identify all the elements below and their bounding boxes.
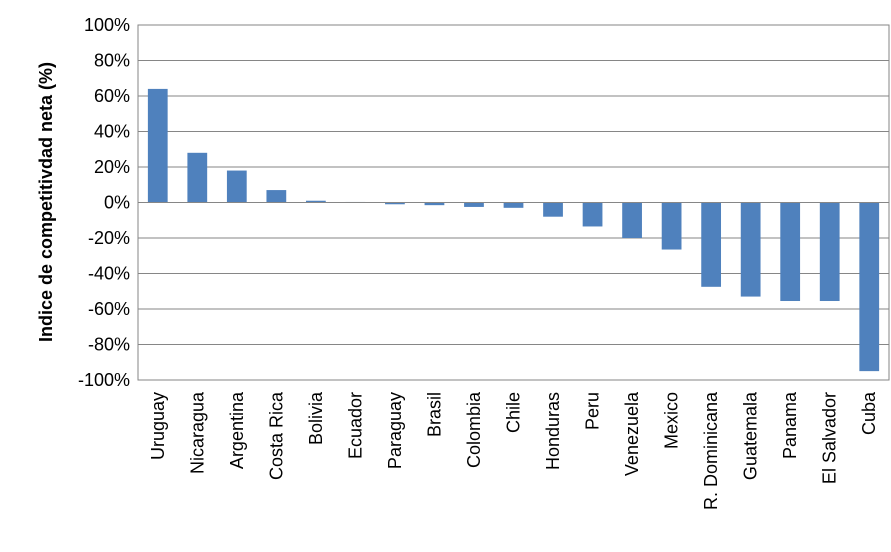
y-tick-label: -60% [88,299,130,319]
x-tick-label: Costa Rica [266,391,286,480]
x-tick-label: Paraguay [385,392,405,469]
bar-honduras [543,202,563,217]
y-tick-label: 80% [94,51,130,71]
bars [147,88,880,372]
bar-nicaragua [187,152,208,203]
bar-brasil [424,202,445,206]
x-tick-label: Argentina [227,391,247,469]
bar-peru [582,202,603,227]
bar-mexico [661,202,682,250]
y-tick-labels: 100% 80% 60% 40% 20% 0% -20% -40% -60% -80% -100% [78,15,130,390]
x-tick-label: Ecuador [345,392,365,459]
bar-guatemala [740,202,761,297]
y-tick-label: -100% [78,370,130,390]
bar-costa-rica [266,190,287,203]
x-tick-label: Cuba [859,391,879,435]
x-tick-labels: Uruguay Nicaragua Argentina Costa Rica Boliv… [148,391,879,510]
bar-cuba [859,202,880,372]
y-tick-label: -20% [88,228,130,248]
bar-el-salvador [819,202,840,302]
y-tick-label: 40% [94,122,130,142]
x-tick-label: Panama [780,391,800,459]
y-tick-label: 100% [84,15,130,35]
bar-venezuela [622,202,642,238]
axes [137,24,890,381]
x-tick-label: Honduras [543,392,563,470]
bar-argentina [226,170,247,203]
x-tick-label: Uruguay [148,392,168,460]
bar-bolivia [305,200,326,203]
bar-uruguay [147,88,168,203]
x-tick-label: Peru [583,392,603,430]
x-tick-label: El Salvador [820,392,840,484]
y-tick-label: 0% [104,193,130,213]
x-tick-label: Mexico [662,392,682,449]
bar-chile [503,202,524,208]
x-tick-label: Guatemala [741,391,761,480]
x-tick-label: Nicaragua [187,391,207,474]
bar-r-dominicana [701,202,722,287]
x-tick-label: Brasil [424,392,444,437]
x-tick-label: R. Dominicana [701,391,721,510]
x-tick-label: Chile [504,392,524,433]
y-tick-label: -80% [88,335,130,355]
x-tick-label: Colombia [464,391,484,468]
bar-colombia [464,202,484,207]
y-tick-label: 20% [94,157,130,177]
y-tick-label: -40% [88,264,130,284]
bar-panama [780,202,801,302]
bar-paraguay [385,202,405,205]
x-tick-label: Venezuela [622,391,642,476]
y-tick-label: 60% [94,86,130,106]
y-axis-label: Indice de competitivdad neta (%) [36,62,56,342]
x-tick-label: Bolivia [306,391,326,445]
